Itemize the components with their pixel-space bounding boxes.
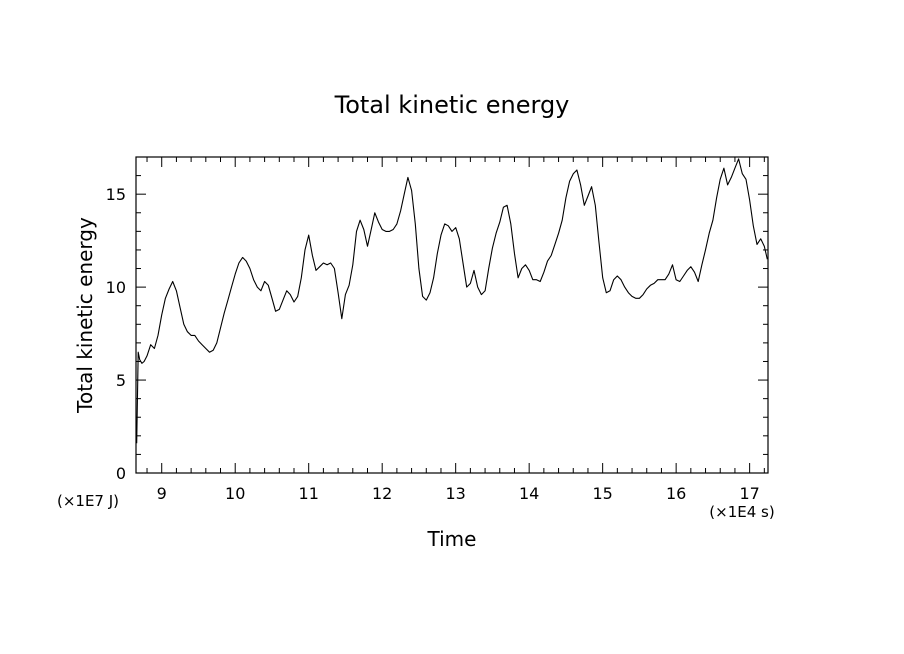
x-tick-label: 9 [157, 484, 167, 503]
y-axis-label: Total kinetic energy [73, 217, 97, 414]
y-tick-label: 10 [106, 278, 126, 297]
y-tick-label: 5 [116, 371, 126, 390]
x-unit-label: (×1E4 s) [709, 503, 774, 521]
x-axis-label: Time [427, 527, 477, 551]
y-axis: 0 5 10 15 [106, 156, 768, 483]
x-tick-label: 16 [666, 484, 686, 503]
x-axis: 9 10 11 12 13 14 15 16 17 [146, 157, 765, 503]
plot-frame [135, 156, 769, 474]
x-tick-label: 17 [739, 484, 759, 503]
x-tick-label: 10 [225, 484, 245, 503]
x-tick-label: 14 [519, 484, 539, 503]
y-tick-label: 0 [116, 464, 126, 483]
y-tick-label: 15 [106, 185, 126, 204]
x-tick-label: 15 [592, 484, 612, 503]
chart-title: Total kinetic energy [334, 91, 570, 119]
series-line [136, 158, 768, 444]
x-tick-label: 13 [445, 484, 465, 503]
x-tick-label: 12 [372, 484, 392, 503]
y-unit-label: (×1E7 J) [57, 492, 119, 510]
x-tick-label: 11 [299, 484, 319, 503]
